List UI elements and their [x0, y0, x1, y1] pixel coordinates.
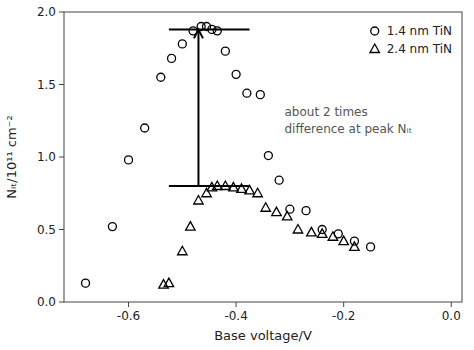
point — [221, 47, 229, 55]
chart-container: -0.6 -0.4 -0.2 0.0 0.0 0.5 1.0 1.5 2.0 Base volta… — [0, 0, 474, 350]
plot-frame — [64, 12, 462, 302]
plot-area — [82, 23, 375, 289]
x-tick — [343, 302, 344, 307]
legend-marker — [370, 44, 380, 53]
y-tick — [59, 302, 64, 303]
point — [168, 54, 176, 62]
point — [317, 229, 327, 238]
series — [82, 23, 375, 288]
series — [159, 181, 359, 288]
legend-marker — [371, 27, 379, 35]
point — [293, 225, 303, 234]
point — [264, 152, 272, 160]
x-tick — [128, 302, 129, 307]
point — [243, 89, 251, 97]
legend-label: 1.4 nm TiN — [387, 24, 452, 38]
point — [261, 203, 271, 212]
point — [186, 222, 196, 231]
x-tick-label: -0.4 — [224, 309, 247, 323]
point — [232, 70, 240, 78]
y-tick — [59, 84, 64, 85]
axes: -0.6 -0.4 -0.2 0.0 0.0 0.5 1.0 1.5 2.0 — [37, 5, 461, 323]
point — [202, 188, 212, 197]
arrow-head — [194, 29, 203, 38]
point — [253, 188, 262, 197]
point — [108, 223, 116, 231]
point — [282, 211, 292, 220]
point — [367, 243, 375, 251]
y-tick-label: 1.0 — [37, 150, 56, 164]
point — [328, 232, 338, 241]
y-tick-label: 2.0 — [37, 5, 56, 19]
reference-line — [169, 185, 250, 187]
point — [339, 236, 349, 245]
point — [141, 124, 149, 132]
x-tick-label: 0.0 — [442, 309, 461, 323]
point — [350, 242, 360, 251]
y-tick — [59, 157, 64, 158]
x-axis-label: Base voltage/V — [214, 328, 312, 343]
y-tick-label: 1.5 — [37, 78, 56, 92]
annotation-texts: about 2 times difference at peak Nᵢₜ — [285, 105, 413, 136]
point — [178, 246, 188, 255]
annotation: difference at peak Nᵢₜ — [285, 122, 413, 136]
legend: 1.4 nm TiN 2.4 nm TiN — [370, 24, 452, 56]
arrow — [194, 29, 203, 186]
point — [307, 227, 317, 236]
y-tick-label: 0.5 — [37, 223, 56, 237]
point — [125, 156, 133, 164]
annotation: about 2 times — [285, 105, 368, 119]
point — [82, 279, 90, 287]
x-tick — [236, 302, 237, 307]
point — [275, 176, 283, 184]
point — [272, 207, 282, 216]
y-tick — [59, 229, 64, 230]
chart: -0.6 -0.4 -0.2 0.0 0.0 0.5 1.0 1.5 2.0 Base volta… — [0, 0, 474, 350]
y-tick-label: 0.0 — [37, 295, 56, 309]
point — [302, 207, 310, 215]
point — [157, 73, 165, 81]
point — [164, 278, 174, 287]
point — [213, 27, 221, 35]
point — [178, 40, 186, 48]
y-axis-label: Nᵢₜ/10¹¹ cm⁻² — [4, 115, 19, 198]
x-tick — [451, 302, 452, 307]
x-tick-label: -0.2 — [332, 309, 355, 323]
arrow-shaft — [197, 30, 199, 186]
y-tick — [59, 12, 64, 13]
legend-label: 2.4 nm TiN — [387, 42, 452, 56]
x-tick-label: -0.6 — [117, 309, 140, 323]
reference-line — [169, 28, 250, 30]
point — [256, 91, 264, 99]
